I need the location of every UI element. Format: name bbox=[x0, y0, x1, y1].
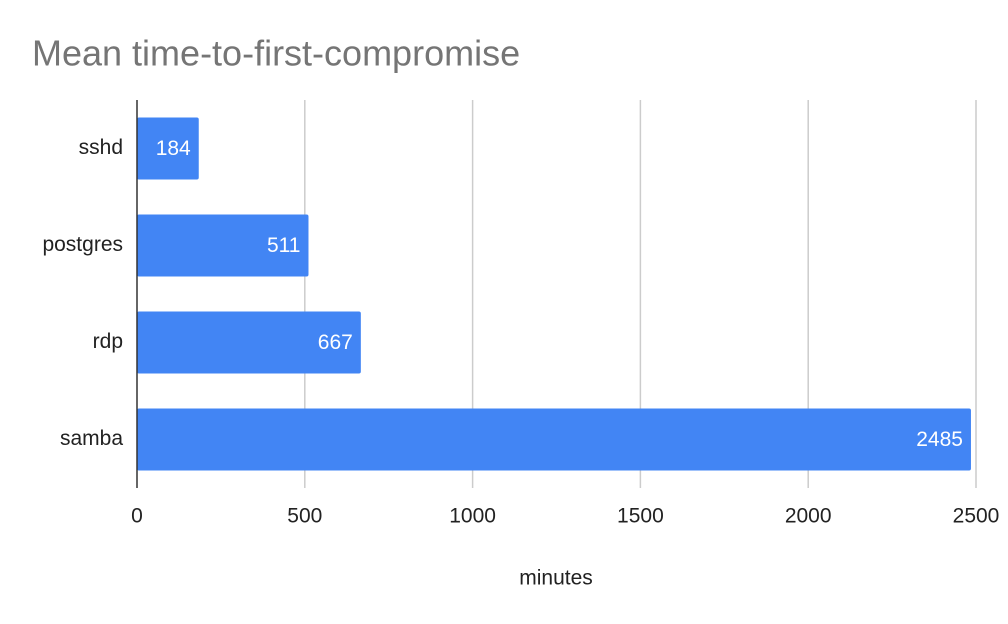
x-tick-label: 1500 bbox=[617, 505, 664, 528]
y-tick-label: postgres bbox=[42, 233, 123, 256]
data-label: 511 bbox=[267, 234, 300, 257]
data-label: 2485 bbox=[916, 428, 963, 451]
y-tick-label: sshd bbox=[79, 136, 123, 159]
data-label: 184 bbox=[156, 137, 191, 160]
x-axis-label: minutes bbox=[519, 567, 593, 590]
x-tick-label: 500 bbox=[287, 505, 322, 528]
y-tick-label: rdp bbox=[93, 330, 123, 353]
data-label: 667 bbox=[318, 331, 353, 354]
x-tick-label: 1000 bbox=[449, 505, 496, 528]
bar bbox=[137, 214, 309, 277]
chart-title: Mean time-to-first-compromise bbox=[32, 33, 520, 74]
y-tick-label: samba bbox=[60, 427, 123, 450]
bar bbox=[137, 408, 971, 471]
x-tick-label: 0 bbox=[131, 505, 143, 528]
bar bbox=[137, 311, 361, 374]
x-tick-label: 2500 bbox=[953, 505, 1000, 528]
x-tick-label: 2000 bbox=[785, 505, 832, 528]
bar bbox=[137, 117, 199, 180]
